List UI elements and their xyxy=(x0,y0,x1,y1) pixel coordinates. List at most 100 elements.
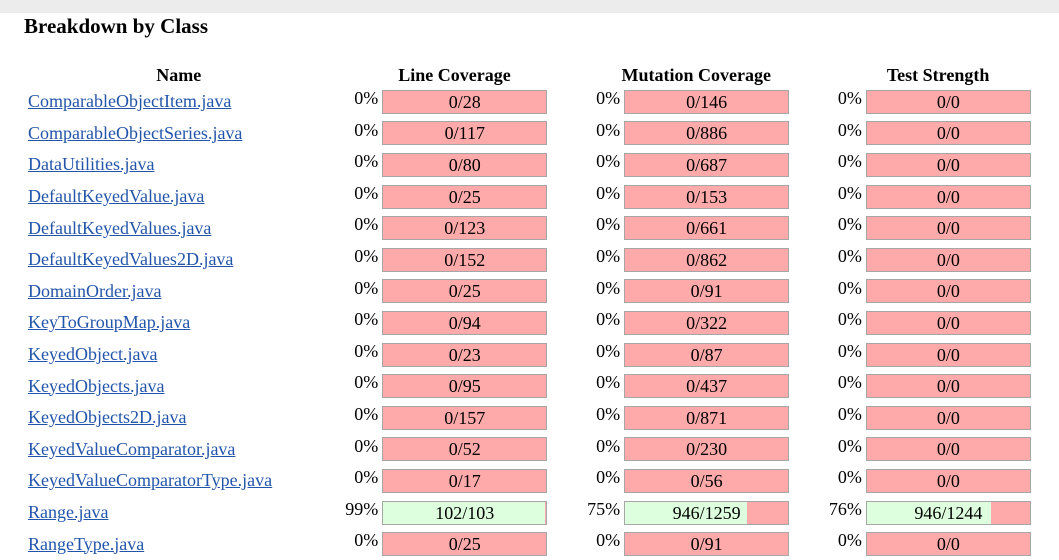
class-link[interactable]: KeyedObjects.java xyxy=(28,375,165,396)
test-strength-percent: 0% xyxy=(837,151,862,172)
class-link[interactable]: KeyToGroupMap.java xyxy=(28,312,191,333)
mutation-coverage-percent: 0% xyxy=(596,151,621,172)
mutation-coverage-percent: 0% xyxy=(596,467,621,488)
test-strength-percent: 0% xyxy=(837,340,862,361)
line-coverage-bar-label: 0/94 xyxy=(448,312,481,333)
table-row: DefaultKeyedValues.java 0% 0/123 0% 0/661 0% 0… xyxy=(24,212,1059,244)
line-coverage-percent: 0% xyxy=(354,309,379,330)
line-coverage-cell: 0/17 xyxy=(382,465,575,497)
class-link[interactable]: DefaultKeyedValues2D.java xyxy=(28,249,234,270)
line-coverage-bar: 0/23 xyxy=(382,342,548,367)
test-strength-percent: 0% xyxy=(837,245,862,266)
test-strength-bar-label: 946/1244 xyxy=(914,502,983,523)
line-coverage-bar-label: 0/25 xyxy=(448,534,481,555)
mutation-coverage-bar: 0/230 xyxy=(624,437,790,462)
test-strength-bar-label: 0/0 xyxy=(936,218,960,239)
mutation-coverage-percent: 0% xyxy=(596,182,621,203)
test-strength-percent: 0% xyxy=(837,214,862,235)
line-coverage-cell: 0/157 xyxy=(382,402,575,434)
mutation-coverage-cell: 0/153 xyxy=(624,181,817,213)
test-strength-bar-label: 0/0 xyxy=(936,154,960,175)
class-name-cell: DefaultKeyedValues.java xyxy=(24,212,334,244)
table-row: KeyedObjects2D.java 0% 0/157 0% 0/871 0% 0/0 xyxy=(24,402,1059,434)
mutation-coverage-cell: 946/1259 xyxy=(624,497,817,529)
page-title: Breakdown by Class xyxy=(24,14,208,38)
mutation-coverage-bar: 0/322 xyxy=(624,310,790,335)
test-strength-cell: 0/0 xyxy=(865,339,1059,371)
mutation-coverage-bar: 0/661 xyxy=(624,216,790,241)
test-strength-bar: 0/0 xyxy=(865,184,1031,209)
table-row: KeyedValueComparator.java 0% 0/52 0% 0/230 0%… xyxy=(24,434,1059,466)
line-coverage-percent: 0% xyxy=(354,182,379,203)
class-link[interactable]: KeyedValueComparatorType.java xyxy=(28,470,273,491)
header-name: Name xyxy=(156,64,202,85)
test-strength-cell: 0/0 xyxy=(865,465,1059,497)
line-coverage-bar-label: 0/52 xyxy=(448,439,481,460)
test-strength-bar-label: 0/0 xyxy=(936,186,960,207)
line-coverage-cell: 0/28 xyxy=(382,86,575,118)
class-name-cell: KeyedValueComparator.java xyxy=(24,434,334,466)
class-link[interactable]: DefaultKeyedValues.java xyxy=(28,217,212,238)
class-name-cell: ComparableObjectSeries.java xyxy=(24,118,334,150)
test-strength-percent: 0% xyxy=(837,467,862,488)
class-link[interactable]: ComparableObjectSeries.java xyxy=(28,122,243,143)
test-strength-percent: 0% xyxy=(837,372,862,393)
class-link[interactable]: KeyedValueComparator.java xyxy=(28,438,236,459)
test-strength-bar: 0/0 xyxy=(865,89,1031,114)
mutation-coverage-bar: 0/87 xyxy=(624,342,790,367)
mutation-coverage-bar: 0/146 xyxy=(624,89,790,114)
mutation-coverage-percent: 0% xyxy=(596,214,621,235)
test-strength-cell: 0/0 xyxy=(865,307,1059,339)
class-link[interactable]: DomainOrder.java xyxy=(28,280,162,301)
line-coverage-bar-label: 0/17 xyxy=(448,470,481,491)
line-coverage-bar: 0/28 xyxy=(382,89,548,114)
mutation-coverage-bar-label: 946/1259 xyxy=(672,502,741,523)
mutation-coverage-cell: 0/437 xyxy=(624,370,817,402)
mutation-coverage-percent: 0% xyxy=(596,277,621,298)
line-coverage-cell: 102/103 xyxy=(382,497,575,529)
line-coverage-bar-fill xyxy=(383,501,545,524)
mutation-coverage-bar-label: 0/886 xyxy=(686,123,728,144)
line-coverage-bar-label: 0/117 xyxy=(444,123,485,144)
test-strength-percent: 0% xyxy=(837,403,862,424)
test-strength-bar-label: 0/0 xyxy=(936,344,960,365)
mutation-coverage-bar: 946/1259 xyxy=(624,500,790,525)
line-coverage-bar-label: 0/23 xyxy=(448,344,481,365)
test-strength-bar: 0/0 xyxy=(865,437,1031,462)
table-row: DomainOrder.java 0% 0/25 0% 0/91 0% 0/0 xyxy=(24,276,1059,308)
mutation-coverage-percent: 0% xyxy=(596,372,621,393)
test-strength-bar: 0/0 xyxy=(865,405,1031,430)
class-link[interactable]: RangeType.java xyxy=(28,533,145,554)
class-name-cell: KeyToGroupMap.java xyxy=(24,307,334,339)
line-coverage-percent: 0% xyxy=(354,435,379,456)
line-coverage-bar: 0/25 xyxy=(382,184,548,209)
line-coverage-cell: 0/25 xyxy=(382,276,575,308)
class-link[interactable]: KeyedObject.java xyxy=(28,344,158,365)
mutation-coverage-percent: 0% xyxy=(596,403,621,424)
test-strength-bar-label: 0/0 xyxy=(936,91,960,112)
line-coverage-percent: 0% xyxy=(354,403,379,424)
class-link[interactable]: ComparableObjectItem.java xyxy=(28,91,232,112)
class-name-cell: ComparableObjectItem.java xyxy=(24,86,334,118)
table-row: DataUtilities.java 0% 0/80 0% 0/687 0% 0/0 xyxy=(24,149,1059,181)
line-coverage-bar: 0/80 xyxy=(382,152,548,177)
class-link[interactable]: Range.java xyxy=(28,502,109,523)
class-link[interactable]: DataUtilities.java xyxy=(28,154,155,175)
line-coverage-percent: 0% xyxy=(354,151,379,172)
test-strength-bar: 0/0 xyxy=(865,342,1031,367)
test-strength-bar: 946/1244 xyxy=(865,500,1031,525)
class-link[interactable]: KeyedObjects2D.java xyxy=(28,407,187,428)
test-strength-cell: 0/0 xyxy=(865,402,1059,434)
class-name-cell: KeyedObjects.java xyxy=(24,370,334,402)
class-name-cell: DomainOrder.java xyxy=(24,276,334,308)
header-line-coverage: Line Coverage xyxy=(398,64,511,85)
table-row: KeyedObject.java 0% 0/23 0% 0/87 0% 0/0 xyxy=(24,339,1059,371)
header-test-strength: Test Strength xyxy=(886,64,990,85)
test-strength-cell: 0/0 xyxy=(865,276,1059,308)
table-row: KeyedObjects.java 0% 0/95 0% 0/437 0% 0/0 xyxy=(24,370,1059,402)
line-coverage-percent: 0% xyxy=(354,277,379,298)
test-strength-bar-label: 0/0 xyxy=(936,312,960,333)
class-link[interactable]: DefaultKeyedValue.java xyxy=(28,186,205,207)
line-coverage-cell: 0/25 xyxy=(382,181,575,213)
class-name-cell: DefaultKeyedValues2D.java xyxy=(24,244,334,276)
